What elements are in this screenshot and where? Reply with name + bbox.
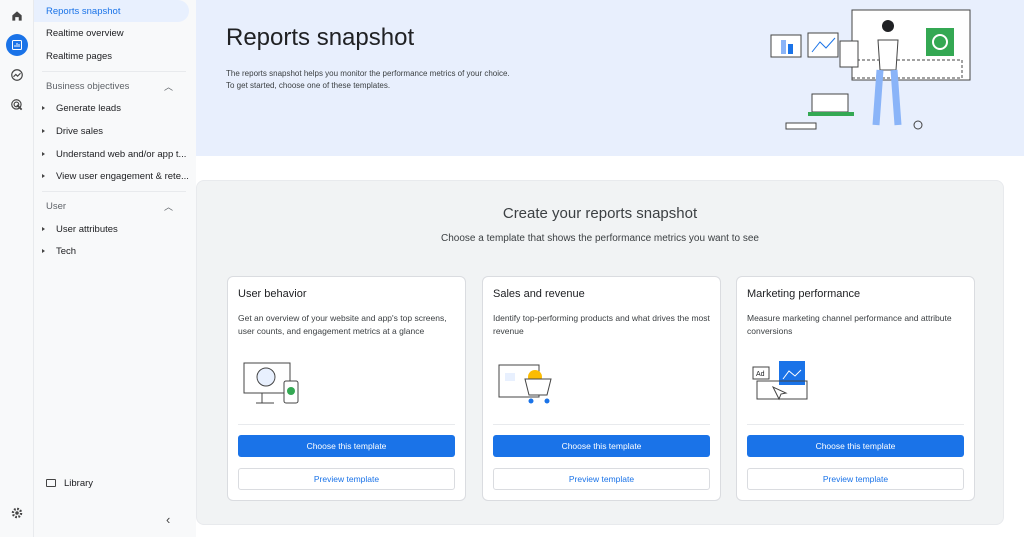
explore-icon[interactable] <box>6 64 28 86</box>
preview-template-button[interactable]: Preview template <box>747 468 964 490</box>
chevron-up-icon: ︿ <box>163 201 173 212</box>
nav-realtime-overview[interactable]: Realtime overview <box>46 27 124 39</box>
card-title: User behavior <box>238 288 307 300</box>
divider <box>493 424 710 425</box>
reports-icon[interactable] <box>6 34 28 56</box>
user-behavior-illustration <box>243 362 299 404</box>
card-description: Get an overview of your website and app'… <box>238 313 447 336</box>
card-title: Marketing performance <box>747 288 861 300</box>
desc-line: The reports snapshot helps you monitor t… <box>226 69 510 78</box>
marketing-illustration: Ad <box>752 361 808 401</box>
preview-template-button[interactable]: Preview template <box>493 468 710 490</box>
header-illustration <box>770 9 971 130</box>
nav-reports-snapshot[interactable]: Reports snapshot <box>34 0 189 22</box>
sales-revenue-illustration <box>498 364 552 404</box>
nav-user-attributes[interactable]: User attributes <box>34 218 189 240</box>
page-description: The reports snapshot helps you monitor t… <box>226 68 510 92</box>
left-rail <box>0 0 34 537</box>
nav-realtime-pages[interactable]: Realtime pages <box>46 50 113 62</box>
page-title: Reports snapshot <box>226 24 415 51</box>
chevron-up-icon: ︿ <box>163 81 173 92</box>
ad-label: Ad <box>756 371 765 378</box>
nav-generate-leads[interactable]: Generate leads <box>34 97 189 119</box>
preview-template-button[interactable]: Preview template <box>238 468 455 490</box>
template-card-marketing-performance: Marketing performance Measure marketing … <box>736 276 975 501</box>
library-label: Library <box>64 477 94 489</box>
settings-icon[interactable] <box>6 502 28 524</box>
nav-tech[interactable]: Tech <box>34 240 189 262</box>
template-card-user-behavior: User behavior Get an overview of your we… <box>227 276 466 501</box>
divider <box>42 191 186 192</box>
section-user[interactable]: User ︿ <box>34 195 189 217</box>
desc-line: To get started, choose one of these temp… <box>226 81 391 90</box>
sidebar-nav: Reports snapshot Realtime overview Realt… <box>34 0 196 537</box>
nav-drive-sales[interactable]: Drive sales <box>34 120 189 142</box>
nav-library[interactable]: Library <box>34 472 189 494</box>
section-label: User <box>46 200 67 212</box>
card-title: Sales and revenue <box>493 288 585 300</box>
section-business-objectives[interactable]: Business objectives ︿ <box>34 75 189 97</box>
home-icon[interactable] <box>6 5 28 27</box>
advertising-icon[interactable] <box>6 94 28 116</box>
folder-icon <box>46 479 56 487</box>
divider <box>42 71 186 72</box>
header-banner: Reports snapshot The reports snapshot he… <box>196 0 1024 156</box>
divider <box>747 424 964 425</box>
divider <box>238 424 455 425</box>
nav-user-engagement[interactable]: View user engagement & rete... <box>34 165 189 187</box>
collapse-chevron-icon[interactable]: ‹ <box>166 512 171 527</box>
card-description: Identify top-performing products and wha… <box>493 313 710 336</box>
section-label: Business objectives <box>46 80 130 92</box>
section-subtitle: Choose a template that shows the perform… <box>441 233 759 244</box>
section-title: Create your reports snapshot <box>502 205 698 222</box>
template-card-sales-revenue: Sales and revenue Identify top-performin… <box>482 276 721 501</box>
card-description: Measure marketing channel performance an… <box>747 313 952 336</box>
create-snapshot-panel: Create your reports snapshot Choose a te… <box>196 180 1004 525</box>
choose-template-button[interactable]: Choose this template <box>493 435 710 457</box>
choose-template-button[interactable]: Choose this template <box>747 435 964 457</box>
choose-template-button[interactable]: Choose this template <box>238 435 455 457</box>
nav-understand-traffic[interactable]: Understand web and/or app t... <box>34 143 189 165</box>
